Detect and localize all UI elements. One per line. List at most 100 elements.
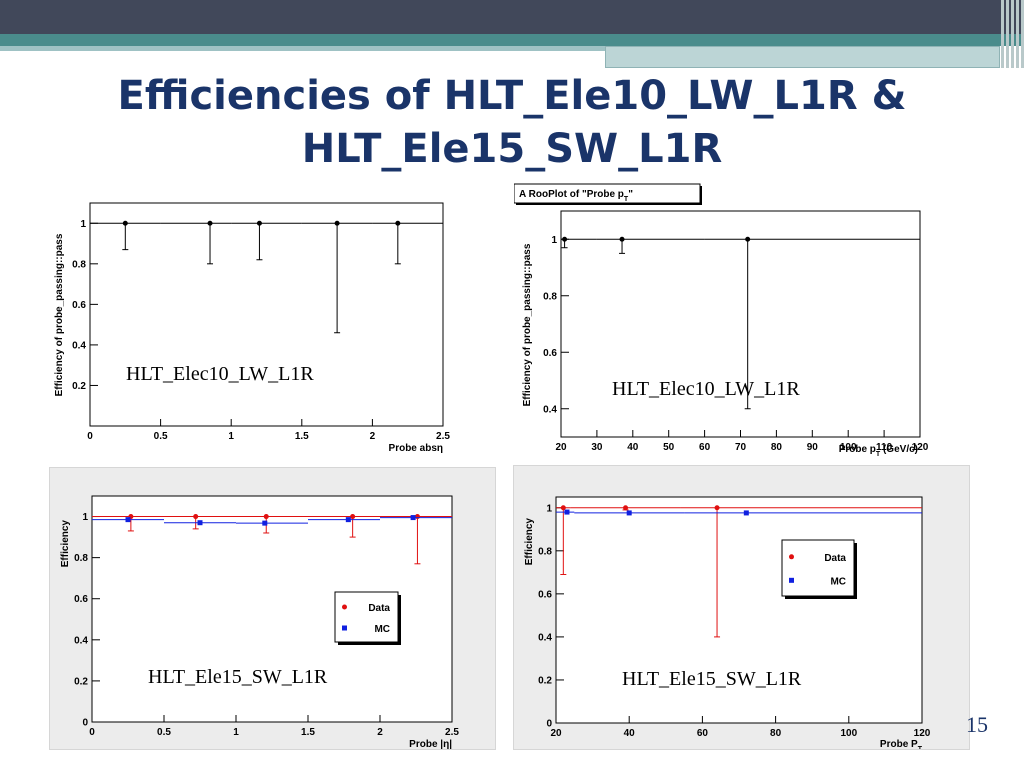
y-tick-label: 0.4 [538,632,552,643]
x-tick-label: 40 [627,442,639,453]
plot-pt-ele10-svg: 20 30 40 50 60 70 80 90 100 110 120 0.4 0.6 0.8 1 Probe… [514,183,929,458]
plot-title: A RooPlot of "Probe pT" [519,189,633,203]
slide-title-line1: Efficiencies of HLT_Ele10_LW_L1R & [117,73,907,119]
plot-eta-ele10: 0 0.5 1 1.5 2 2.5 0.2 0.4 0.6 0.8 1 Probe absη Effic… [50,185,460,455]
plot-pt-ele15: 20 40 60 80 100 120 0 0.2 0.4 0.6 0.8 1 Probe PT Effi… [513,465,970,750]
header-light-bar [0,46,605,51]
data-point [122,220,128,226]
data-point-mc [564,509,570,515]
x-tick-label: 90 [807,442,819,453]
x-tick-label: 1 [233,727,239,738]
x-tick-label: 60 [699,442,711,453]
legend-label: Data [368,603,390,614]
x-tick-label: 100 [840,442,857,453]
x-tick-label: 100 [840,728,857,739]
x-axis-label: Probe pT (GeV/c) [839,444,918,458]
data-point [395,220,401,226]
data-point-data [263,514,269,520]
y-tick-label: 0.6 [74,594,88,605]
plot-eta-ele15-svg: 0 0.5 1 1.5 2 2.5 0 0.2 0.4 0.6 0.8 1 Probe |η| Effic… [60,495,459,750]
data-point-data [714,505,720,511]
data-point [334,220,340,226]
y-axis-label: Efficiency [60,520,71,568]
legend-marker-data [789,554,794,560]
data-point-mc [743,510,749,516]
y-tick-label: 0.8 [72,259,86,270]
x-tick-label: 50 [663,442,675,453]
x-tick-label: 0 [89,727,95,738]
header-stripes [996,0,1024,68]
plot-annotation: HLT_Ele15_SW_L1R [622,668,802,690]
plot-frame [560,210,921,438]
plot-frame [555,496,923,724]
x-tick-label: 20 [550,728,562,739]
x-tick-label: 120 [912,442,929,453]
x-tick-label: 2.5 [436,431,450,442]
slide-title: Efficiencies of HLT_Ele10_LW_L1R & HLT_E… [0,70,1024,176]
legend-label: MC [830,576,846,587]
y-tick-label: 0.8 [543,291,557,302]
y-tick-label: 0.8 [538,546,552,557]
y-tick-label: 0.6 [538,589,552,600]
data-point-data [350,514,356,520]
y-tick-label: 1 [546,503,552,514]
y-tick-label: 0 [82,718,88,729]
plot-frame [89,202,444,427]
x-tick-label: 0.5 [154,431,168,442]
data-point [207,220,213,226]
y-tick-label: 0.8 [74,553,88,564]
data-point-mc [345,517,351,523]
y-tick-label: 0 [546,719,552,730]
y-tick-label: 1 [80,219,86,230]
data-point-mc [197,520,203,526]
plot-annotation: HLT_Ele15_SW_L1R [148,666,328,688]
legend-box [781,539,855,597]
plot-annotation: HLT_Elec10_LW_L1R [126,363,314,385]
x-tick-label: 120 [914,728,931,739]
slide-number: 15 [966,712,988,737]
x-tick-label: 110 [876,442,893,453]
y-tick-label: 0.4 [543,404,557,415]
y-tick-label: 0.4 [74,635,88,646]
header-dark-bar [0,0,1024,34]
x-tick-label: 80 [771,442,783,453]
x-tick-label: 0 [87,431,93,442]
x-axis-label: Probe |η| [409,739,452,750]
plot-eta-ele10-svg: 0 0.5 1 1.5 2 2.5 0.2 0.4 0.6 0.8 1 Probe absη Effic… [54,202,450,454]
data-point-mc [410,515,416,521]
x-tick-label: 1.5 [295,431,309,442]
data-point [562,236,568,242]
y-tick-label: 0.6 [72,300,86,311]
legend-label: MC [374,624,390,635]
legend-label: Data [824,553,846,564]
x-tick-label: 2 [377,727,383,738]
y-tick-label: 0.6 [543,348,557,359]
x-tick-label: 80 [770,728,782,739]
data-point-data [414,514,420,520]
legend-marker-data [342,604,347,610]
x-axis-label: Probe PT [880,739,923,750]
data-point-data [560,505,566,511]
y-tick-label: 0.4 [72,340,86,351]
plot-eta-ele15: 0 0.5 1 1.5 2 2.5 0 0.2 0.4 0.6 0.8 1 Probe |η| Effic… [49,467,496,750]
legend-marker-mc [342,625,347,631]
y-tick-label: 0.2 [538,675,552,686]
y-tick-label: 0.2 [72,381,86,392]
x-tick-label: 0.5 [157,727,171,738]
x-tick-label: 60 [697,728,709,739]
x-tick-label: 2.5 [445,727,459,738]
x-tick-label: 40 [624,728,636,739]
legend-box [334,591,399,643]
x-tick-label: 1 [228,431,234,442]
slide-title-line2: HLT_Ele15_SW_L1R [301,126,723,172]
y-axis-label: Efficiency [524,518,535,566]
x-tick-label: 30 [591,442,603,453]
data-point [619,236,625,242]
data-point-mc [125,517,131,523]
data-point-data [623,505,629,511]
plot-pt-ele10: 20 30 40 50 60 70 80 90 100 110 120 0.4 0.6 0.8 1 Probe… [514,182,940,458]
header-teal-bar [0,34,1024,46]
title-box [514,183,701,204]
legend-marker-mc [789,577,794,583]
header-side-box [605,46,1000,68]
